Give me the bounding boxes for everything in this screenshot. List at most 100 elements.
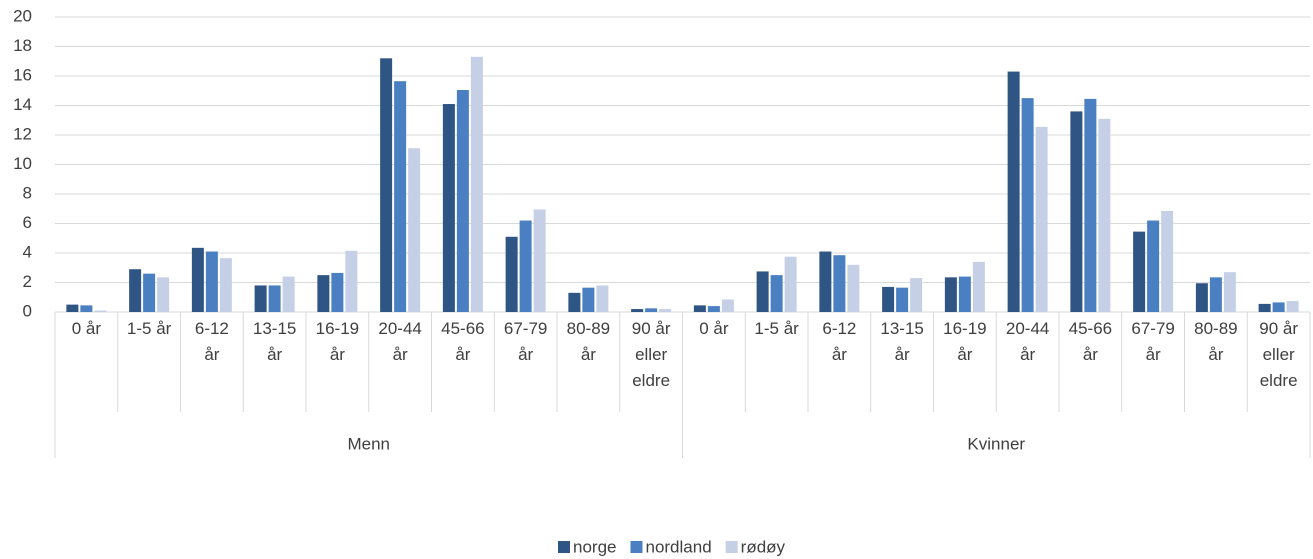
bar — [456, 90, 469, 312]
bar — [533, 209, 546, 312]
bar — [1286, 300, 1299, 312]
x-tick-label: 90 år eller eldre — [1259, 319, 1298, 390]
bar — [442, 104, 455, 313]
x-tick-label: 80-89 år — [567, 319, 610, 364]
x-tick-label: 90 år eller eldre — [632, 319, 671, 390]
x-tick-label: 1-5 år — [127, 319, 172, 338]
bar — [268, 285, 281, 312]
group-label: Kvinner — [967, 434, 1025, 453]
bar — [470, 56, 483, 313]
y-tick-label: 0 — [23, 301, 32, 320]
x-tick-label: 16-19 år — [943, 319, 986, 364]
x-tick-label: 67-79 år — [1131, 319, 1174, 364]
bar — [505, 236, 518, 312]
bar — [631, 309, 644, 312]
bar — [582, 287, 595, 312]
bar — [819, 251, 832, 312]
bar — [1098, 118, 1111, 313]
y-tick-label: 16 — [13, 65, 32, 84]
legend-label: rødøy — [741, 537, 786, 556]
y-tick-label: 6 — [23, 213, 32, 232]
x-tick-label: 6-12 år — [195, 319, 229, 364]
bar — [596, 285, 609, 312]
bar — [1272, 302, 1285, 312]
bar — [1035, 126, 1048, 312]
y-tick-label: 10 — [13, 154, 32, 173]
bar — [833, 255, 846, 312]
bar — [408, 148, 421, 312]
bar — [219, 258, 232, 312]
x-tick-label: 67-79 år — [504, 319, 547, 364]
bar — [1133, 231, 1146, 312]
x-tick-label: 20-44 år — [378, 319, 421, 364]
bar — [254, 285, 267, 312]
legend-swatch — [725, 541, 738, 553]
bar — [659, 309, 672, 312]
x-tick-label: 0 år — [699, 319, 729, 338]
bar — [1223, 272, 1236, 312]
legend-label: nordland — [645, 537, 711, 556]
bar — [331, 272, 344, 312]
bar — [693, 305, 706, 312]
bar — [958, 276, 971, 312]
x-tick-label: 13-15 år — [880, 319, 923, 364]
x-tick-label: 6-12 år — [822, 319, 856, 364]
x-tick-label: 80-89 år — [1194, 319, 1237, 364]
y-tick-label: 12 — [13, 124, 32, 143]
bar — [394, 81, 407, 312]
y-tick-label: 4 — [23, 242, 32, 261]
bar — [645, 308, 658, 312]
bar — [1258, 303, 1271, 312]
bar — [1161, 210, 1174, 312]
bar — [143, 273, 156, 312]
x-tick-label: 0 år — [72, 319, 102, 338]
bar — [1070, 111, 1083, 313]
bar — [784, 256, 797, 312]
x-tick-label: 1-5 år — [754, 319, 799, 338]
bar — [205, 251, 218, 312]
bar — [910, 278, 923, 312]
bar — [721, 299, 734, 312]
bar — [972, 261, 985, 312]
bar — [157, 277, 170, 312]
x-tick-label: 45-66 år — [1069, 319, 1112, 364]
x-tick-label: 13-15 år — [253, 319, 296, 364]
bar — [1021, 98, 1034, 312]
bar — [882, 286, 895, 312]
bar — [380, 58, 393, 312]
bar — [847, 264, 860, 312]
x-tick-label: 20-44 år — [1006, 319, 1049, 364]
bar — [345, 250, 358, 312]
bar — [282, 276, 295, 312]
bar — [1209, 277, 1222, 312]
bar — [519, 220, 532, 312]
bar — [66, 304, 79, 312]
bar — [191, 247, 204, 312]
bar — [1195, 283, 1208, 312]
bar — [317, 275, 330, 312]
y-tick-label: 20 — [13, 6, 32, 25]
x-tick-label: 16-19 år — [316, 319, 359, 364]
bar — [896, 287, 909, 312]
y-tick-label: 8 — [23, 183, 32, 202]
legend-swatch — [630, 541, 643, 553]
bar — [707, 306, 720, 312]
bar — [770, 275, 783, 312]
legend-swatch — [558, 541, 570, 553]
bar — [568, 292, 581, 312]
bar — [94, 310, 107, 312]
bar — [129, 269, 142, 312]
legend-label: norge — [573, 537, 616, 556]
bar — [756, 271, 769, 312]
group-label: Menn — [347, 434, 390, 453]
bar — [1147, 220, 1160, 312]
bar — [944, 277, 957, 312]
x-tick-label: 45-66 år — [441, 319, 484, 364]
bar — [80, 305, 93, 312]
bar — [1084, 98, 1097, 312]
y-tick-label: 18 — [13, 36, 32, 55]
y-tick-label: 14 — [13, 95, 32, 114]
bar — [1007, 71, 1020, 312]
y-tick-label: 2 — [23, 272, 32, 291]
